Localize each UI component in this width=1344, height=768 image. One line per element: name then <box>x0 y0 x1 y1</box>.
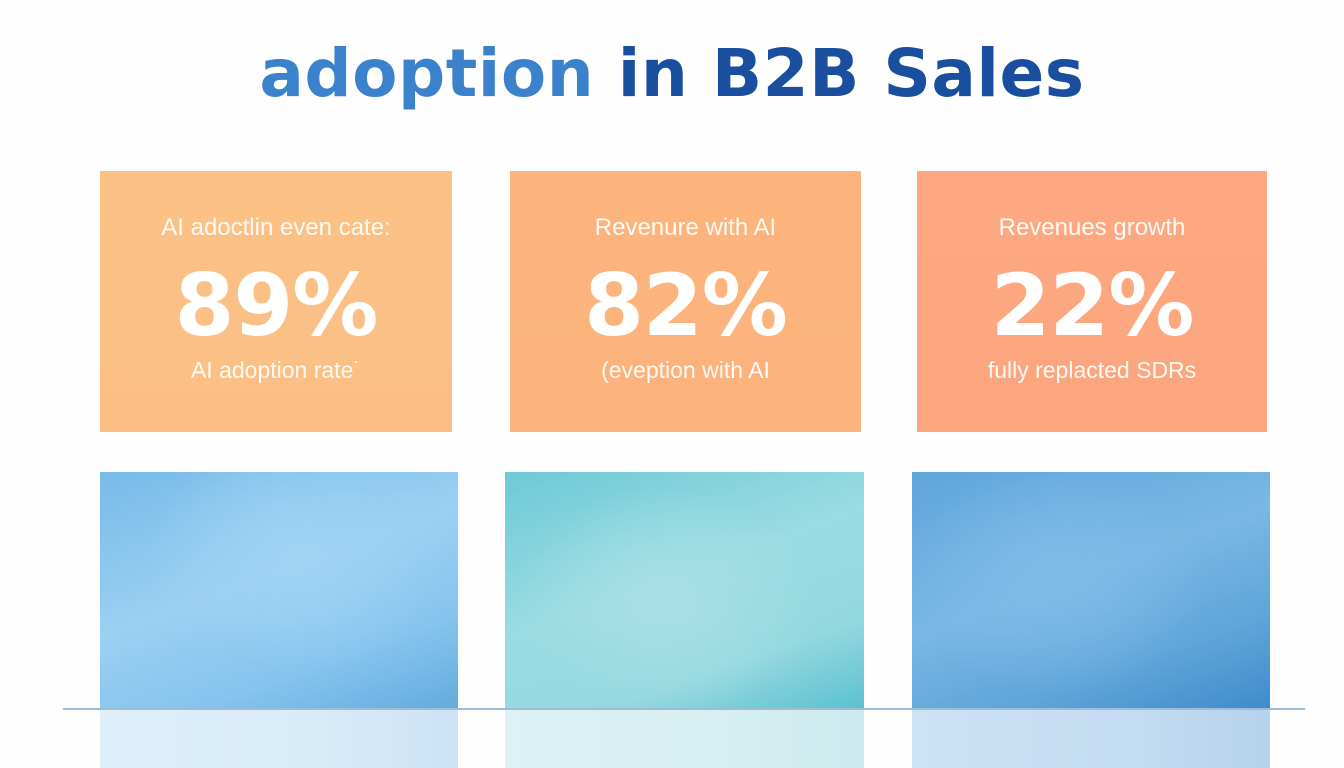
stat-card-value: 22% <box>990 256 1195 356</box>
title-part-b2b-sales: in B2B Sales <box>617 35 1085 112</box>
panel-reflection-1 <box>100 709 458 768</box>
blue-panel-3 <box>912 472 1270 708</box>
stat-card-sublabel: (eveption with AI <box>601 357 770 383</box>
stat-card-value: 82% <box>584 256 788 356</box>
title-part-adoption: adoption <box>259 35 595 112</box>
stat-card-revenue-growth: Revenues growth 22% fully replacted SDRs <box>917 171 1267 432</box>
stat-card-label: Revenues growth <box>998 214 1186 241</box>
page-title: adoption in B2B Sales <box>0 26 1344 122</box>
stat-card-label: AI adoctlin even cate: <box>161 214 391 241</box>
teal-panel-2 <box>505 472 864 708</box>
stat-card-revenue-with-ai: Revenure with AI 82% (eveption with AI <box>510 171 861 432</box>
stat-card-label: Revenure with AI <box>594 214 777 241</box>
panel-reflection-3 <box>912 709 1270 768</box>
stat-card-sublabel: AI adoption rate˙ <box>190 357 362 383</box>
stat-card-sublabel: fully replacted SDRs <box>987 357 1197 383</box>
stat-card-value: 89% <box>174 256 379 356</box>
blue-panel-1 <box>100 472 458 708</box>
panel-reflection-2 <box>505 709 864 768</box>
baseline-divider <box>63 708 1305 710</box>
stat-card-adoption-rate: AI adoctlin even cate: 89% AI adoption r… <box>100 171 452 432</box>
